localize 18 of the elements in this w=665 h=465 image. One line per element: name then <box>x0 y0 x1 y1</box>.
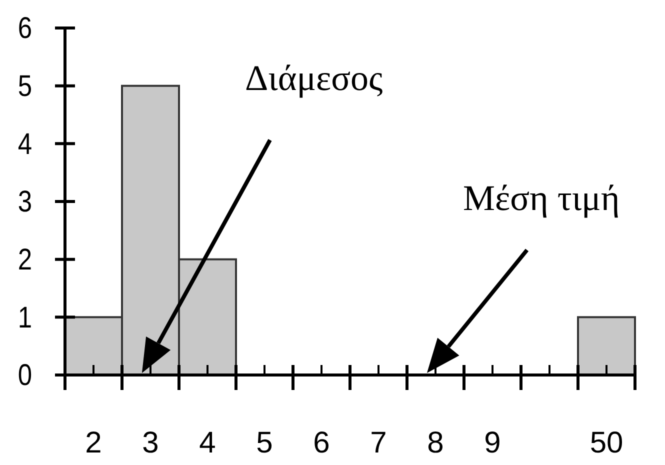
y-tick-label: 3 <box>18 184 32 218</box>
y-tick-label: 6 <box>18 11 32 45</box>
x-tick-label: 6 <box>313 426 330 460</box>
y-tick-label: 4 <box>18 126 32 160</box>
x-tick-label: 50 <box>590 426 624 460</box>
annotation: Διάμεσος <box>245 58 383 98</box>
x-tick-label: 4 <box>199 426 216 460</box>
x-tick-label: 9 <box>484 426 501 460</box>
x-tick-label: 8 <box>427 426 444 460</box>
y-tick-label: 2 <box>18 242 32 276</box>
y-tick-label: 5 <box>18 69 32 103</box>
y-tick-label: 1 <box>18 300 32 334</box>
annotation: Μέση τιμή <box>463 178 620 218</box>
y-tick-label: 0 <box>18 358 32 392</box>
x-tick-label: 5 <box>256 426 273 460</box>
x-tick-label: 2 <box>85 426 102 460</box>
x-tick-label: 3 <box>142 426 159 460</box>
x-tick-label: 7 <box>370 426 387 460</box>
